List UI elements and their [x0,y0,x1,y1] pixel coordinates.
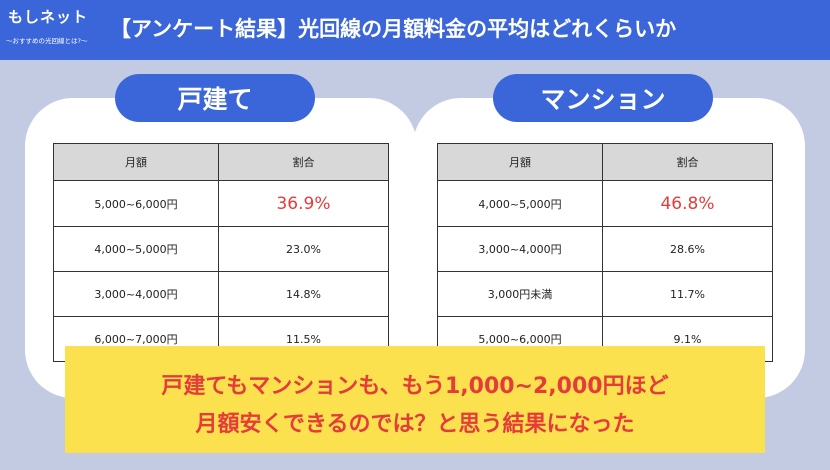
table-row: 4,000~5,000円 46.8% [437,180,773,227]
fee-range-cell: 5,000~6,000円 [53,180,219,227]
fee-range-cell: 4,000~5,000円 [53,226,219,272]
logo-tagline: 〜おすすめの光回線とは?〜 [6,37,88,45]
fee-range-cell: 4,000~5,000円 [437,180,603,227]
page-title: 【アンケート結果】光回線の月額料金の平均はどれくらいか [110,17,677,41]
detached-house-table: 月額 割合 5,000~6,000円 36.9% 4,000~5,000円 23… [53,143,389,362]
conclusion-line-2: 月額安くできるのでは？と思う結果になった [195,412,635,437]
header-bar: もしネット 〜おすすめの光回線とは?〜 【アンケート結果】光回線の月額料金の平均… [0,0,830,60]
share-cell-top: 46.8% [602,180,773,227]
share-cell: 23.0% [218,226,389,272]
table-row: 3,000~4,000円 28.6% [437,226,773,272]
conclusion-callout: 戸建てもマンションも、もう1,000~2,000円ほど 月額安くできるのでは？と… [65,346,765,453]
site-logo[interactable]: もしネット 〜おすすめの光回線とは?〜 [6,4,98,56]
table-row: 5,000~6,000円 36.9% [53,180,389,227]
apartment-table: 月額 割合 4,000~5,000円 46.8% 3,000~4,000円 28… [437,143,773,362]
table-row: 4,000~5,000円 23.0% [53,226,389,272]
column-header-share: 割合 [218,143,389,181]
logo-text: もしネット [8,8,89,26]
column-header-monthly-fee: 月額 [437,143,603,181]
conclusion-line-1: 戸建てもマンションも、もう1,000~2,000円ほど [161,374,669,399]
detached-house-label: 戸建て [115,74,315,122]
table-header-row: 月額 割合 [53,143,389,181]
column-header-share: 割合 [602,143,773,181]
fee-range-cell: 3,000~4,000円 [53,271,219,317]
share-cell: 14.8% [218,271,389,317]
table-row: 3,000円未満 11.7% [437,271,773,317]
column-header-monthly-fee: 月額 [53,143,219,181]
share-cell-top: 36.9% [218,180,389,227]
apartment-label: マンション [493,74,713,122]
table-header-row: 月額 割合 [437,143,773,181]
fee-range-cell: 3,000円未満 [437,271,603,317]
share-cell: 11.7% [602,271,773,317]
table-row: 3,000~4,000円 14.8% [53,271,389,317]
share-cell: 28.6% [602,226,773,272]
fee-range-cell: 3,000~4,000円 [437,226,603,272]
